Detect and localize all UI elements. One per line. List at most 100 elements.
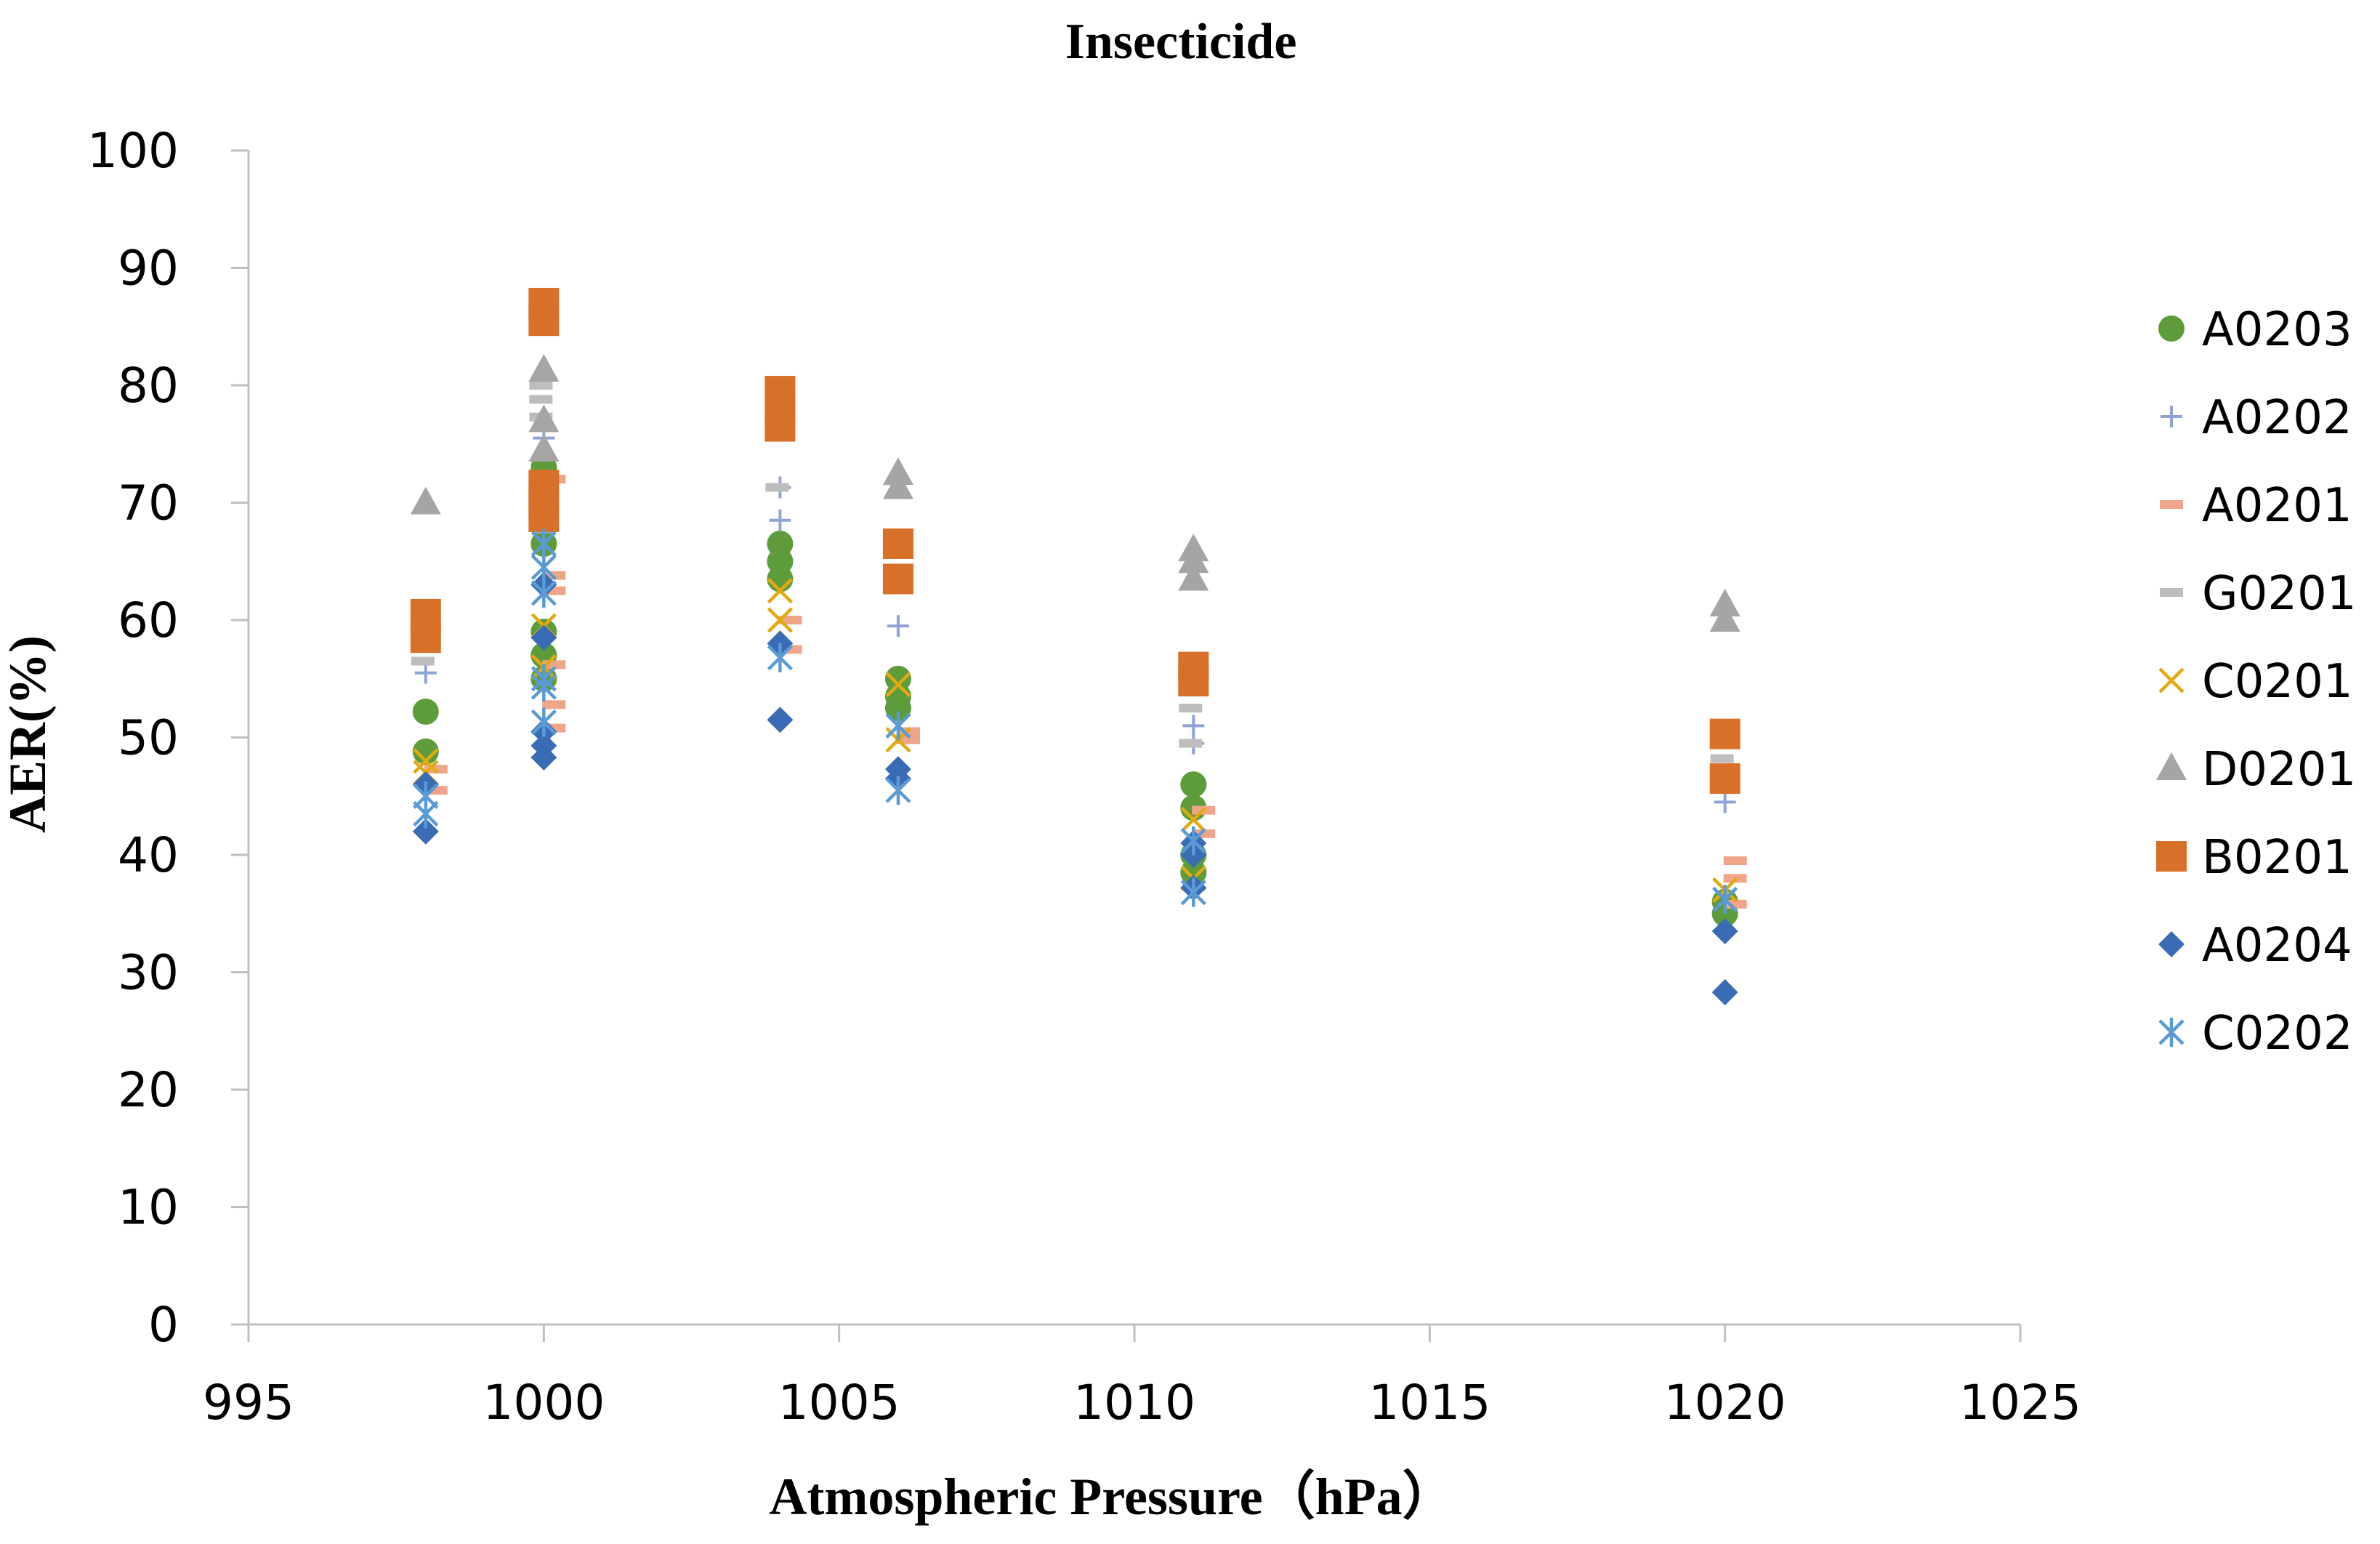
data-point bbox=[531, 624, 557, 651]
series-d0201 bbox=[410, 354, 1740, 632]
data-point bbox=[1723, 856, 1747, 866]
legend-label: C0201 bbox=[2202, 655, 2353, 709]
y-tick-label: 40 bbox=[118, 827, 179, 883]
data-point bbox=[1714, 791, 1736, 813]
data-point bbox=[413, 799, 439, 829]
data-point bbox=[882, 528, 913, 560]
data-point bbox=[1180, 826, 1206, 856]
legend-item-c0202: C0202 bbox=[2158, 1007, 2353, 1061]
data-point bbox=[413, 748, 439, 774]
legend-marker bbox=[2158, 931, 2185, 957]
y-tick-label: 10 bbox=[118, 1180, 179, 1236]
data-point bbox=[542, 700, 566, 709]
data-point bbox=[528, 501, 560, 532]
y-tick-label: 50 bbox=[118, 710, 179, 766]
legend-label: A0204 bbox=[2202, 919, 2352, 973]
data-point bbox=[528, 433, 560, 462]
data-point bbox=[1709, 718, 1740, 749]
legend-marker bbox=[2158, 315, 2185, 342]
data-point bbox=[531, 707, 557, 737]
data-point bbox=[882, 563, 913, 595]
data-point bbox=[1178, 563, 1209, 591]
legend-label: A0203 bbox=[2202, 303, 2352, 357]
data-point bbox=[1711, 917, 1738, 944]
data-point bbox=[528, 305, 560, 337]
data-point bbox=[529, 381, 553, 390]
data-point bbox=[531, 578, 557, 608]
legend-item-a0201: A0201 bbox=[2160, 479, 2352, 533]
legend-item-d0201: D0201 bbox=[2156, 743, 2356, 797]
data-point bbox=[1180, 771, 1207, 798]
data-point bbox=[1711, 978, 1738, 1005]
data-point bbox=[885, 776, 911, 805]
data-point bbox=[1712, 885, 1738, 914]
y-tick-label: 90 bbox=[118, 241, 179, 297]
data-point bbox=[412, 818, 439, 845]
data-point bbox=[528, 354, 560, 382]
legend-marker bbox=[2158, 1018, 2185, 1047]
series-b0201 bbox=[410, 287, 1740, 795]
legend-label: C0202 bbox=[2202, 1007, 2353, 1061]
chart-title: Insecticide bbox=[1065, 14, 1297, 70]
data-point bbox=[767, 607, 793, 633]
y-tick-label: 20 bbox=[118, 1062, 179, 1118]
data-point bbox=[412, 738, 439, 765]
data-point bbox=[1709, 589, 1740, 617]
legend-item-b0201: B0201 bbox=[2156, 831, 2352, 885]
data-point bbox=[410, 486, 441, 515]
data-point bbox=[1709, 763, 1740, 795]
data-point bbox=[410, 622, 441, 654]
y-tick-label: 0 bbox=[148, 1297, 179, 1353]
legend-marker bbox=[2160, 588, 2183, 597]
series-c0202 bbox=[413, 529, 1738, 914]
data-point bbox=[531, 552, 557, 582]
y-tick-label: 70 bbox=[118, 475, 179, 531]
data-point bbox=[765, 483, 789, 492]
x-tick-label: 1000 bbox=[483, 1375, 605, 1431]
y-tick-label: 80 bbox=[118, 358, 179, 414]
data-points bbox=[410, 287, 1747, 1005]
data-point bbox=[767, 643, 793, 672]
x-axis-title: Atmospheric Pressure（hPa） bbox=[769, 1468, 1454, 1526]
y-tick-label: 60 bbox=[118, 592, 179, 648]
legend-item-g0201: G0201 bbox=[2160, 567, 2356, 621]
data-point bbox=[885, 672, 911, 698]
legend-marker bbox=[2160, 500, 2183, 509]
data-point bbox=[765, 411, 796, 442]
legend-label: G0201 bbox=[2202, 567, 2356, 621]
data-point bbox=[767, 578, 793, 604]
data-point bbox=[1178, 665, 1209, 696]
data-point bbox=[884, 695, 911, 722]
data-point bbox=[887, 615, 909, 638]
data-point bbox=[412, 698, 439, 725]
data-point bbox=[531, 744, 557, 771]
y-axis-title: AER(%) bbox=[0, 635, 57, 833]
y-tick-label: 100 bbox=[87, 123, 179, 179]
legend-label: D0201 bbox=[2202, 743, 2356, 797]
legend-item-a0203: A0203 bbox=[2158, 303, 2352, 357]
data-point bbox=[1180, 859, 1207, 886]
y-tick-label: 30 bbox=[118, 945, 179, 1001]
data-point bbox=[528, 404, 560, 433]
data-point bbox=[767, 566, 794, 592]
legend-marker bbox=[2156, 752, 2187, 780]
data-point bbox=[529, 395, 553, 404]
x-tick-label: 1015 bbox=[1368, 1375, 1490, 1431]
data-point bbox=[1710, 754, 1734, 763]
x-tick-label: 1025 bbox=[1959, 1375, 2081, 1431]
legend-label: A0202 bbox=[2202, 391, 2352, 445]
data-point bbox=[411, 656, 435, 666]
x-tick-label: 1005 bbox=[778, 1375, 900, 1431]
data-point bbox=[531, 672, 557, 702]
legend-item-a0204: A0204 bbox=[2158, 919, 2352, 973]
legend-item-a0202: A0202 bbox=[2161, 391, 2352, 445]
data-point bbox=[1179, 739, 1203, 748]
data-point bbox=[1178, 545, 1209, 574]
data-point bbox=[414, 662, 437, 684]
legend-marker bbox=[2158, 667, 2185, 693]
legend: A0203 A0202 A0201 G0201 C0201 D0201 B0201 A0204… bbox=[2156, 303, 2356, 1061]
legend-marker bbox=[2156, 841, 2187, 872]
